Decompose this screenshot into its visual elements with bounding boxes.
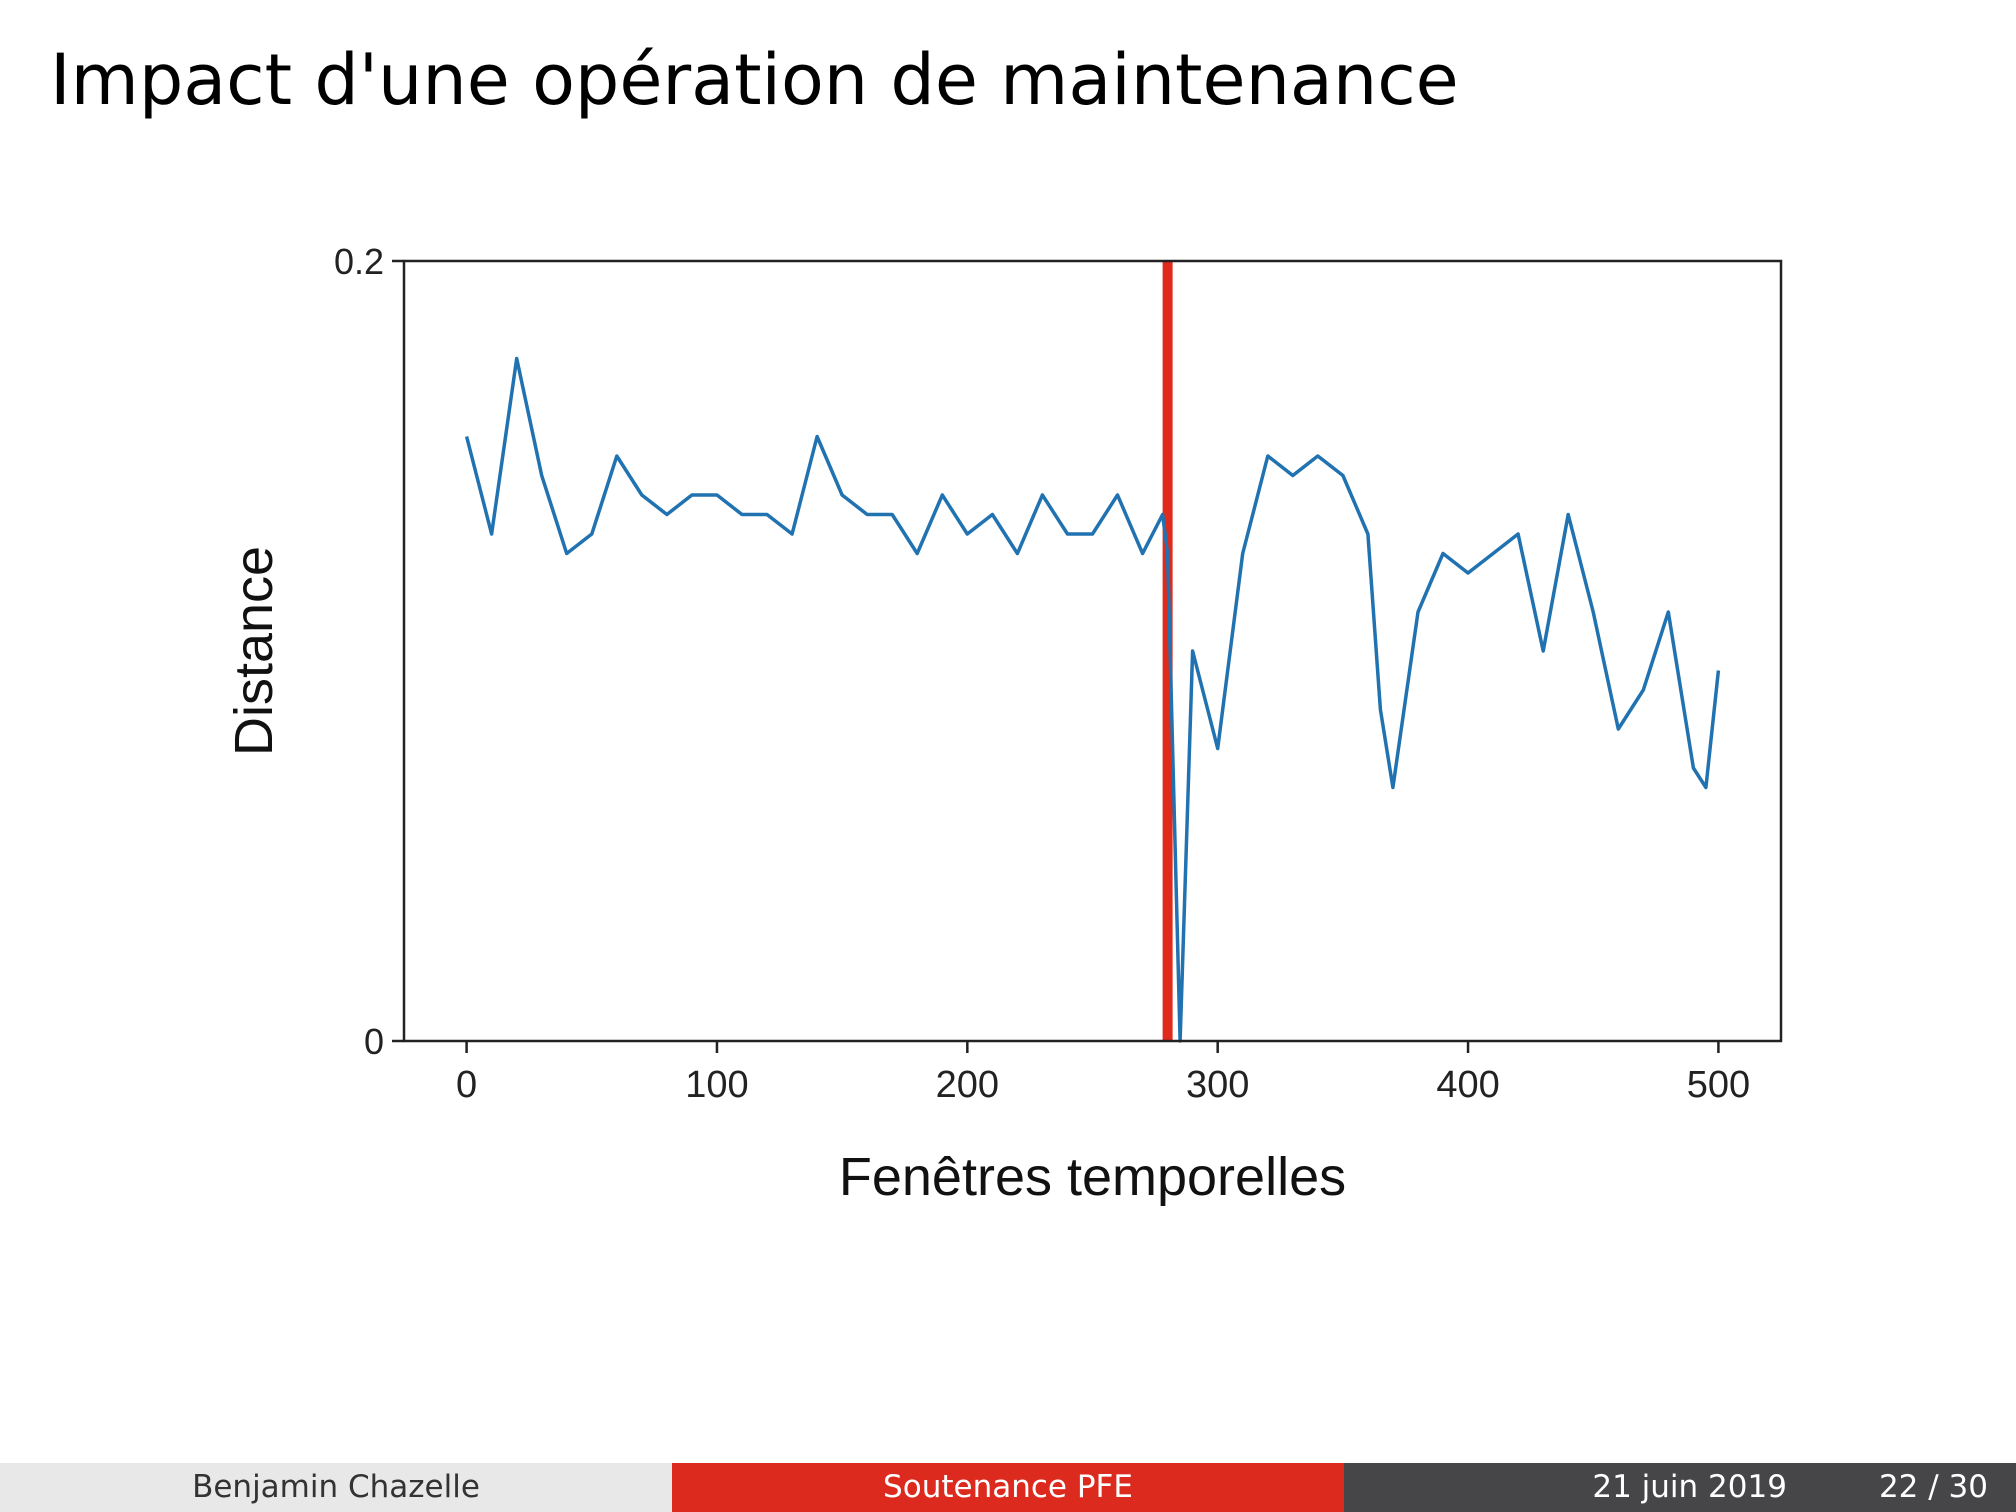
footer-bar: Benjamin Chazelle Soutenance PFE 21 juin…	[0, 1463, 2016, 1512]
axis-ticks: 0 100 200 300 400 500 0 0.2	[334, 241, 1750, 1106]
distance-series-line	[464, 356, 1721, 1043]
y-tick-label: 0.2	[334, 241, 384, 282]
x-tick-label: 500	[1687, 1064, 1750, 1106]
x-tick-label: 100	[685, 1064, 748, 1106]
slide-title: Impact d'une opération de maintenance	[50, 39, 1459, 121]
x-axis-label: Fenêtres temporelles	[839, 1147, 1346, 1207]
footer-author: Benjamin Chazelle	[0, 1463, 672, 1512]
distance-chart: 0 100 200 300 400 500 0 0.2 Fenêtres temporelle…	[224, 241, 1783, 1207]
footer-date-page: 21 juin 2019 22 / 30	[1344, 1463, 2016, 1512]
x-tick-label: 200	[936, 1064, 999, 1106]
footer-date: 21 juin 2019	[1592, 1469, 1787, 1505]
x-tick-label: 300	[1186, 1064, 1249, 1106]
footer-event: Soutenance PFE	[672, 1463, 1344, 1512]
footer-page-number: 22 / 30	[1878, 1469, 1988, 1505]
x-tick-label: 400	[1436, 1064, 1499, 1106]
x-tick-label: 0	[456, 1064, 477, 1106]
axes-frame	[402, 259, 1783, 1043]
y-axis-label: Distance	[224, 546, 284, 756]
y-tick-label: 0	[364, 1021, 384, 1062]
